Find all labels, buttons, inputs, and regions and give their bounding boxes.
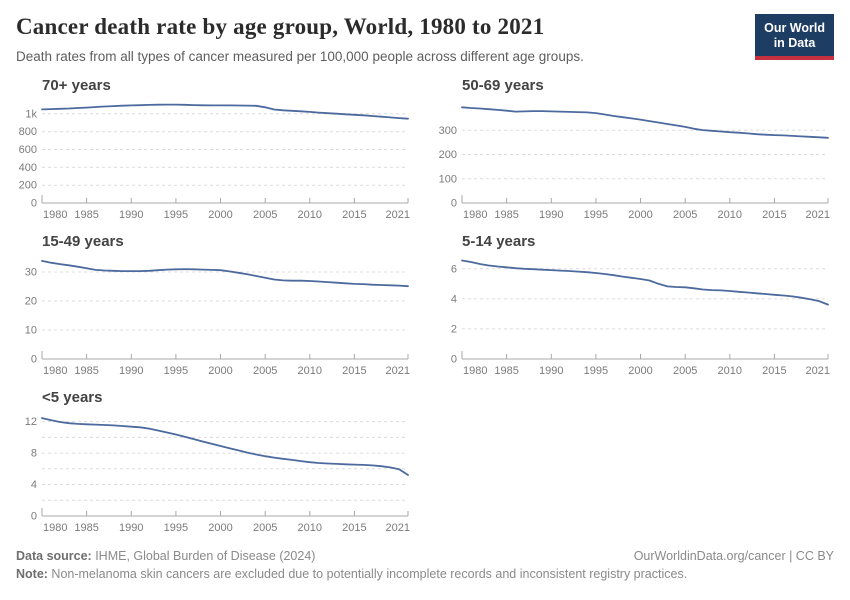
svg-text:0: 0 <box>451 354 457 366</box>
svg-text:2000: 2000 <box>628 365 652 377</box>
svg-text:2010: 2010 <box>298 522 322 534</box>
svg-text:2015: 2015 <box>762 365 786 377</box>
chart-panel-title-5-14: 5-14 years <box>462 233 536 251</box>
owid-logo: Our World in Data <box>755 14 834 60</box>
page-title: Cancer death rate by age group, World, 1… <box>16 14 545 39</box>
svg-text:12: 12 <box>25 416 37 428</box>
svg-text:100: 100 <box>439 173 457 185</box>
note-label: Note: <box>16 566 48 581</box>
svg-text:2015: 2015 <box>342 522 366 534</box>
credit-line: OurWorldinData.org/cancer | CC BY <box>633 548 834 563</box>
svg-text:1995: 1995 <box>584 209 608 221</box>
svg-text:0: 0 <box>451 198 457 210</box>
svg-text:2005: 2005 <box>253 522 277 534</box>
svg-text:1995: 1995 <box>584 365 608 377</box>
chart-panel-title-under5: <5 years <box>42 389 103 407</box>
svg-text:1985: 1985 <box>74 365 98 377</box>
svg-text:1985: 1985 <box>494 209 518 221</box>
svg-text:6: 6 <box>451 264 457 276</box>
svg-text:2021: 2021 <box>386 522 410 534</box>
svg-text:1990: 1990 <box>539 209 563 221</box>
line-chart-50-69: 0 100 200 300 1980 1985 1990 1995 2000 2005 2010 20… <box>439 106 830 221</box>
chart-panel-title-50-69: 50-69 years <box>462 76 544 94</box>
svg-text:400: 400 <box>19 162 37 174</box>
svg-text:10: 10 <box>25 325 37 337</box>
svg-text:2005: 2005 <box>673 209 697 221</box>
svg-text:20: 20 <box>25 296 37 308</box>
svg-text:2000: 2000 <box>628 209 652 221</box>
line-chart-5-14: 0 2 4 6 1980 1985 1990 1995 2000 2005 2010 2015 2021 <box>451 259 830 377</box>
data-source: Data source: IHME, Global Burden of Dise… <box>16 549 315 563</box>
svg-text:8: 8 <box>31 447 37 459</box>
svg-text:1995: 1995 <box>164 522 188 534</box>
svg-text:2005: 2005 <box>253 365 277 377</box>
svg-text:1985: 1985 <box>74 522 98 534</box>
page-subtitle: Death rates from all types of cancer mea… <box>16 49 584 64</box>
chart-panel-under5: <5 years 0 4 8 12 1980 1985 1990 1995 2000 2005 20… <box>16 389 414 542</box>
svg-text:1990: 1990 <box>119 522 143 534</box>
svg-text:30: 30 <box>25 267 37 279</box>
svg-text:2000: 2000 <box>208 209 232 221</box>
svg-text:1990: 1990 <box>539 365 563 377</box>
data-source-label: Data source: <box>16 548 92 563</box>
svg-text:1995: 1995 <box>164 365 188 377</box>
line-chart-15-49: 0 10 20 30 1980 1985 1990 1995 2000 2005 2010 2015 2… <box>25 260 410 377</box>
svg-text:1k: 1k <box>25 108 37 120</box>
chart-panel-title-70plus: 70+ years <box>42 76 111 94</box>
line-chart-70plus: 0 200 400 600 800 1k 1980 1985 1990 1995 2000 2005 2… <box>19 103 410 221</box>
svg-text:2021: 2021 <box>806 365 830 377</box>
chart-header: Cancer death rate by age group, World, 1… <box>16 14 834 66</box>
chart-panel-5-14: 5-14 years 0 2 4 6 1980 1985 1990 1995 2000 2005 2… <box>436 233 834 386</box>
svg-text:2010: 2010 <box>298 209 322 221</box>
svg-text:2015: 2015 <box>342 365 366 377</box>
owid-logo-line1: Our World <box>764 21 825 35</box>
charts-grid: 70+ years 0 200 400 600 800 1k 1980 1985 1990 199… <box>16 77 834 543</box>
svg-text:4: 4 <box>31 479 37 491</box>
chart-footer: Data source: IHME, Global Burden of Dise… <box>16 549 834 581</box>
svg-text:1985: 1985 <box>494 365 518 377</box>
svg-text:2005: 2005 <box>253 209 277 221</box>
svg-text:2005: 2005 <box>673 365 697 377</box>
svg-text:800: 800 <box>19 126 37 138</box>
line-chart-under5: 0 4 8 12 1980 1985 1990 1995 2000 2005 2010 2015 202… <box>25 416 410 534</box>
chart-panel-15-49: 15-49 years 0 10 20 30 1980 1985 1990 1995 2000 2… <box>16 233 414 386</box>
data-source-text: IHME, Global Burden of Disease (2024) <box>91 548 316 563</box>
svg-text:200: 200 <box>439 149 457 161</box>
svg-text:1980: 1980 <box>463 365 487 377</box>
chart-panel-title-15-49: 15-49 years <box>42 233 124 251</box>
svg-text:200: 200 <box>19 180 37 192</box>
svg-text:2010: 2010 <box>298 365 322 377</box>
svg-text:2021: 2021 <box>386 209 410 221</box>
chart-panel-70plus: 70+ years 0 200 400 600 800 1k 1980 1985 1990 199… <box>16 77 414 230</box>
svg-text:300: 300 <box>439 125 457 137</box>
svg-text:2021: 2021 <box>386 365 410 377</box>
svg-text:2015: 2015 <box>762 209 786 221</box>
svg-text:0: 0 <box>31 510 37 522</box>
svg-text:2000: 2000 <box>208 522 232 534</box>
svg-text:1980: 1980 <box>463 209 487 221</box>
svg-text:2: 2 <box>451 324 457 336</box>
svg-text:2000: 2000 <box>208 365 232 377</box>
svg-text:0: 0 <box>31 198 37 210</box>
svg-text:2015: 2015 <box>342 209 366 221</box>
note-text: Non-melanoma skin cancers are excluded d… <box>47 566 688 581</box>
owid-logo-line2: in Data <box>773 36 816 51</box>
svg-text:1990: 1990 <box>119 365 143 377</box>
svg-text:1980: 1980 <box>43 365 67 377</box>
svg-text:4: 4 <box>451 294 457 306</box>
svg-text:0: 0 <box>31 354 37 366</box>
chart-panel-50-69: 50-69 years 0 100 200 300 1980 1985 1990 1995 20… <box>436 77 834 230</box>
svg-text:1995: 1995 <box>164 209 188 221</box>
svg-text:2021: 2021 <box>806 209 830 221</box>
svg-text:1985: 1985 <box>74 209 98 221</box>
svg-text:600: 600 <box>19 144 37 156</box>
svg-text:2010: 2010 <box>718 209 742 221</box>
svg-text:1980: 1980 <box>43 522 67 534</box>
svg-text:2010: 2010 <box>718 365 742 377</box>
note-line: Note: Non-melanoma skin cancers are excl… <box>16 567 834 581</box>
svg-text:1980: 1980 <box>43 209 67 221</box>
svg-text:1990: 1990 <box>119 209 143 221</box>
